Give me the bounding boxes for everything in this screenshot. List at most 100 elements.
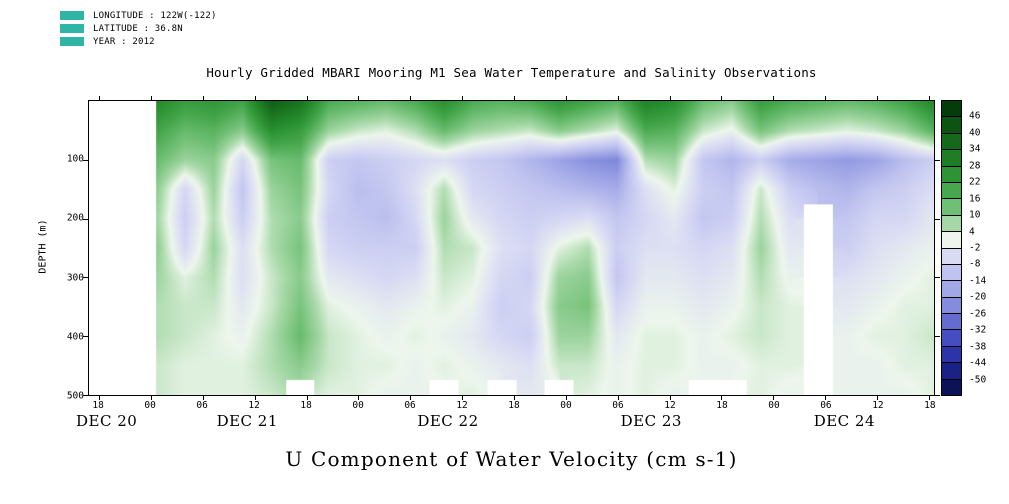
x-date-label: DEC 23 xyxy=(620,412,682,430)
colorbar-band xyxy=(941,296,962,315)
x-axis-tick xyxy=(877,96,879,101)
y-axis-tick xyxy=(83,277,89,279)
colorbar-band xyxy=(941,280,962,298)
x-axis-tick xyxy=(410,395,412,400)
x-axis-tick xyxy=(721,395,723,400)
colorbar-tick-label: 28 xyxy=(969,160,981,172)
x-axis-tick xyxy=(462,395,464,400)
y-axis-tick xyxy=(934,336,940,338)
x-hour-tick-label: 12 xyxy=(664,400,676,411)
y-axis-tick xyxy=(934,218,940,220)
colorbar-band xyxy=(941,313,962,331)
x-axis-tick xyxy=(773,395,775,400)
x-hour-tick-label: 18 xyxy=(92,400,104,411)
y-axis-tick xyxy=(934,159,940,161)
x-hour-tick-label: 06 xyxy=(196,400,208,411)
x-axis-tick xyxy=(825,395,827,400)
legend-swatch xyxy=(60,11,84,20)
colorbar-band xyxy=(941,362,962,380)
colorbar xyxy=(941,100,962,397)
x-axis-tick xyxy=(358,96,360,101)
x-axis-tick xyxy=(306,395,308,400)
colorbar-band xyxy=(941,149,962,167)
x-hour-tick-label: 18 xyxy=(924,400,936,411)
colorbar-tick-label: -32 xyxy=(969,324,987,336)
colorbar-band xyxy=(941,345,962,364)
colorbar-tick-label: 16 xyxy=(969,193,981,205)
colorbar-tick-label: 34 xyxy=(969,143,981,155)
x-hour-tick-label: 12 xyxy=(248,400,260,411)
x-hour-tick-label: 00 xyxy=(560,400,572,411)
x-axis-tick xyxy=(877,395,879,400)
colorbar-tick-label: -38 xyxy=(969,341,987,353)
x-axis-tick xyxy=(99,395,101,400)
x-axis-tick xyxy=(825,96,827,101)
x-axis-tick xyxy=(617,395,619,400)
y-tick-label: 500 xyxy=(66,390,84,402)
x-axis-tick xyxy=(254,96,256,101)
colorbar-band xyxy=(941,181,962,200)
colorbar-tick-label: 46 xyxy=(969,110,981,122)
colorbar-band xyxy=(941,378,962,397)
x-axis-tick xyxy=(306,96,308,101)
colorbar-band xyxy=(941,116,962,134)
x-hour-tick-label: 00 xyxy=(768,400,780,411)
colorbar-tick-label: 10 xyxy=(969,209,981,221)
latitude-label: LATITUDE : 36.8N xyxy=(93,23,183,34)
x-axis-tick xyxy=(773,96,775,101)
colorbar-tick-label: 40 xyxy=(969,127,981,139)
longitude-label: LONGITUDE : 122W(-122) xyxy=(93,10,217,21)
colorbar-tick-label: -8 xyxy=(969,258,981,270)
y-axis-label: DEPTH (m) xyxy=(37,219,49,274)
x-date-label: DEC 22 xyxy=(417,412,479,430)
y-axis-tick xyxy=(83,395,89,396)
plot-title: Hourly Gridded MBARI Mooring M1 Sea Wate… xyxy=(206,65,817,80)
colorbar-band xyxy=(941,100,962,118)
x-axis-tick xyxy=(151,96,152,101)
heatmap-canvas xyxy=(89,101,934,395)
x-axis-tick xyxy=(928,96,930,101)
header-line-year: YEAR : 2012 xyxy=(60,35,217,48)
x-hour-tick-label: 00 xyxy=(144,400,156,411)
colorbar-tick-label: -2 xyxy=(969,242,981,254)
x-axis-tick xyxy=(514,96,516,101)
x-axis-tick xyxy=(565,96,567,101)
x-axis-tick xyxy=(514,395,516,400)
y-axis-tick xyxy=(83,159,89,161)
x-axis-tick xyxy=(410,96,412,101)
colorbar-band xyxy=(941,247,962,265)
y-axis-tick xyxy=(83,336,89,338)
x-axis-tick xyxy=(669,395,671,400)
x-axis-tick xyxy=(202,395,204,400)
x-axis-tick xyxy=(202,96,204,101)
x-axis-title: U Component of Water Velocity (cm s-1) xyxy=(285,447,738,471)
x-axis-tick xyxy=(151,395,152,400)
y-axis-tick xyxy=(934,395,940,396)
colorbar-band xyxy=(941,132,962,151)
header-info: LONGITUDE : 122W(-122) LATITUDE : 36.8N … xyxy=(60,9,217,48)
x-date-label: DEC 20 xyxy=(75,412,138,430)
colorbar-tick-label: 4 xyxy=(969,226,975,238)
header-line-latitude: LATITUDE : 36.8N xyxy=(60,22,217,35)
colorbar-tick-label: -26 xyxy=(969,308,987,320)
y-tick-label: 400 xyxy=(66,331,84,343)
y-tick-label: 300 xyxy=(66,272,84,284)
colorbar-tick-label: -50 xyxy=(969,374,987,386)
plot-area xyxy=(83,96,940,400)
year-label: YEAR : 2012 xyxy=(93,36,155,47)
y-axis-tick xyxy=(934,277,940,279)
colorbar-band xyxy=(941,165,962,183)
x-hour-tick-label: 18 xyxy=(300,400,312,411)
legend-swatch xyxy=(60,24,84,33)
x-axis-tick xyxy=(565,395,567,400)
colorbar-band xyxy=(941,198,962,216)
x-axis-tick xyxy=(462,96,464,101)
x-axis-tick xyxy=(928,395,930,400)
colorbar-band xyxy=(941,263,962,282)
y-tick-label: 100 xyxy=(66,153,84,165)
colorbar-band xyxy=(941,231,962,249)
colorbar-tick-label: -20 xyxy=(969,291,987,303)
x-hour-tick-label: 18 xyxy=(716,400,728,411)
x-hour-tick-label: 12 xyxy=(456,400,468,411)
